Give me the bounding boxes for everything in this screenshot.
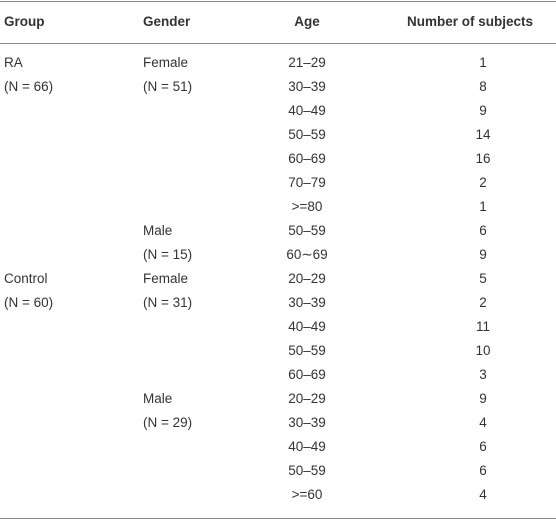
age-cell: 30–39 (288, 295, 326, 310)
header-rule (0, 43, 556, 44)
group-cell: RA (4, 55, 23, 70)
gender-cell: (N = 15) (143, 247, 193, 262)
age-cell: 40–49 (288, 103, 326, 118)
count-cell: 10 (475, 343, 491, 358)
count-cell: 4 (479, 487, 487, 502)
age-cell: 60–69 (288, 151, 326, 166)
count-cell: 14 (475, 127, 491, 142)
count-cell: 9 (479, 247, 487, 262)
age-cell: 50–59 (288, 343, 326, 358)
count-cell: 2 (479, 295, 487, 310)
age-cell: 60–69 (288, 367, 326, 382)
count-cell: 11 (475, 319, 490, 334)
count-cell: 9 (479, 391, 487, 406)
age-cell: >=60 (291, 487, 323, 502)
header-cell: Gender (143, 14, 191, 29)
gender-cell: Male (143, 391, 173, 406)
age-cell: 60∼69 (286, 247, 328, 262)
count-cell: 9 (479, 103, 487, 118)
count-cell: 16 (475, 151, 491, 166)
count-cell: 1 (479, 199, 487, 214)
age-cell: 40–49 (288, 439, 326, 454)
age-cell: 50–59 (288, 223, 326, 238)
bottom-rule (0, 518, 556, 519)
count-cell: 4 (479, 415, 487, 430)
gender-cell: Female (143, 55, 189, 70)
count-cell: 2 (479, 175, 487, 190)
age-cell: 50–59 (288, 127, 326, 142)
group-cell: (N = 60) (4, 295, 54, 310)
count-cell: 6 (479, 223, 487, 238)
group-cell: Control (4, 271, 48, 286)
top-rule (0, 1, 556, 2)
gender-cell: Female (143, 271, 189, 286)
age-cell: 70–79 (288, 175, 326, 190)
age-cell: >=80 (291, 199, 323, 214)
count-cell: 8 (479, 79, 487, 94)
header-cell: Number of subjects (407, 14, 534, 29)
group-cell: (N = 66) (4, 79, 54, 94)
header-cell: Group (4, 14, 45, 29)
count-cell: 5 (479, 271, 487, 286)
age-cell: 50–59 (288, 463, 326, 478)
count-cell: 3 (479, 367, 487, 382)
count-cell: 6 (479, 439, 487, 454)
header-cell: Age (294, 14, 320, 29)
gender-cell: (N = 29) (143, 415, 193, 430)
age-cell: 30–39 (288, 79, 326, 94)
count-cell: 6 (479, 463, 487, 478)
gender-cell: Male (143, 223, 173, 238)
age-cell: 20–29 (288, 391, 326, 406)
age-cell: 30–39 (288, 415, 326, 430)
gender-cell: (N = 31) (143, 295, 193, 310)
gender-cell: (N = 51) (143, 79, 193, 94)
count-cell: 1 (479, 55, 487, 70)
age-cell: 40–49 (288, 319, 326, 334)
age-cell: 21–29 (288, 55, 326, 70)
age-cell: 20–29 (288, 271, 326, 286)
